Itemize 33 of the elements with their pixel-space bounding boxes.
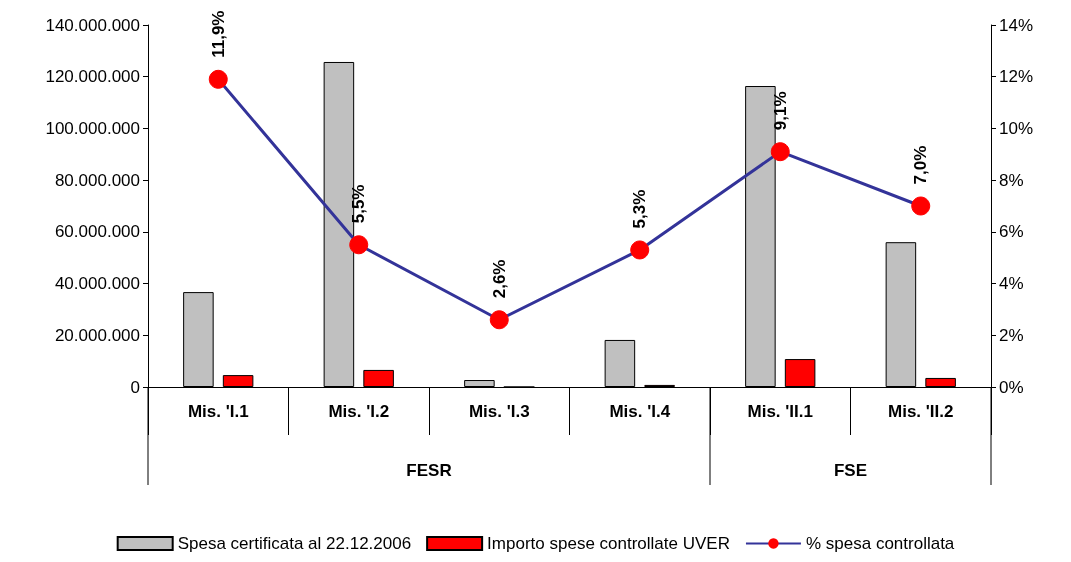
y-tick-label: 20.000.000 — [54, 325, 140, 345]
y-tick-label: 100.000.000 — [45, 118, 140, 138]
y2-tick-label: 14% — [999, 15, 1034, 35]
y-tick-label: 0 — [130, 377, 140, 397]
y2-tick-label: 4% — [999, 274, 1024, 294]
y2-tick-label: 8% — [999, 170, 1024, 190]
x-tick-label: Mis. 'I.1 — [187, 402, 249, 421]
x-tick-label: Mis. 'II.1 — [747, 402, 813, 421]
y2-tick-label: 0% — [999, 377, 1024, 397]
legend-label: Importo spese controllate UVER — [487, 534, 730, 553]
legend-label: % spesa controllata — [805, 534, 955, 553]
data-label: 9,1% — [770, 91, 790, 131]
y-tick-label: 120.000.000 — [45, 67, 140, 87]
x-tick-label: Mis. 'I.4 — [609, 402, 671, 421]
x-tick-label: Mis. 'I.2 — [328, 402, 390, 421]
legend-label: Spesa certificata al 22.12.2006 — [177, 534, 412, 553]
data-label: 5,3% — [630, 189, 650, 229]
data-label: 7,0% — [911, 145, 931, 185]
text: FSE — [833, 460, 868, 480]
y-tick-label: 80.000.000 — [54, 170, 140, 190]
data-label: 5,5% — [349, 184, 369, 224]
text: FESR — [406, 460, 452, 480]
x-tick-label: Mis. 'I.3 — [468, 402, 530, 421]
data-label: 2,6% — [489, 259, 509, 299]
y-tick-label: 40.000.000 — [54, 274, 140, 294]
x-tick-label: Mis. 'II.2 — [888, 402, 954, 421]
y2-tick-label: 2% — [999, 325, 1024, 345]
y-tick-label: 140.000.000 — [45, 15, 140, 35]
y-tick-label: 60.000.000 — [54, 222, 140, 242]
data-label: 11,9% — [208, 10, 228, 58]
y2-tick-label: 10% — [999, 118, 1034, 138]
y2-tick-label: 12% — [999, 67, 1034, 87]
y2-tick-label: 6% — [999, 222, 1024, 242]
